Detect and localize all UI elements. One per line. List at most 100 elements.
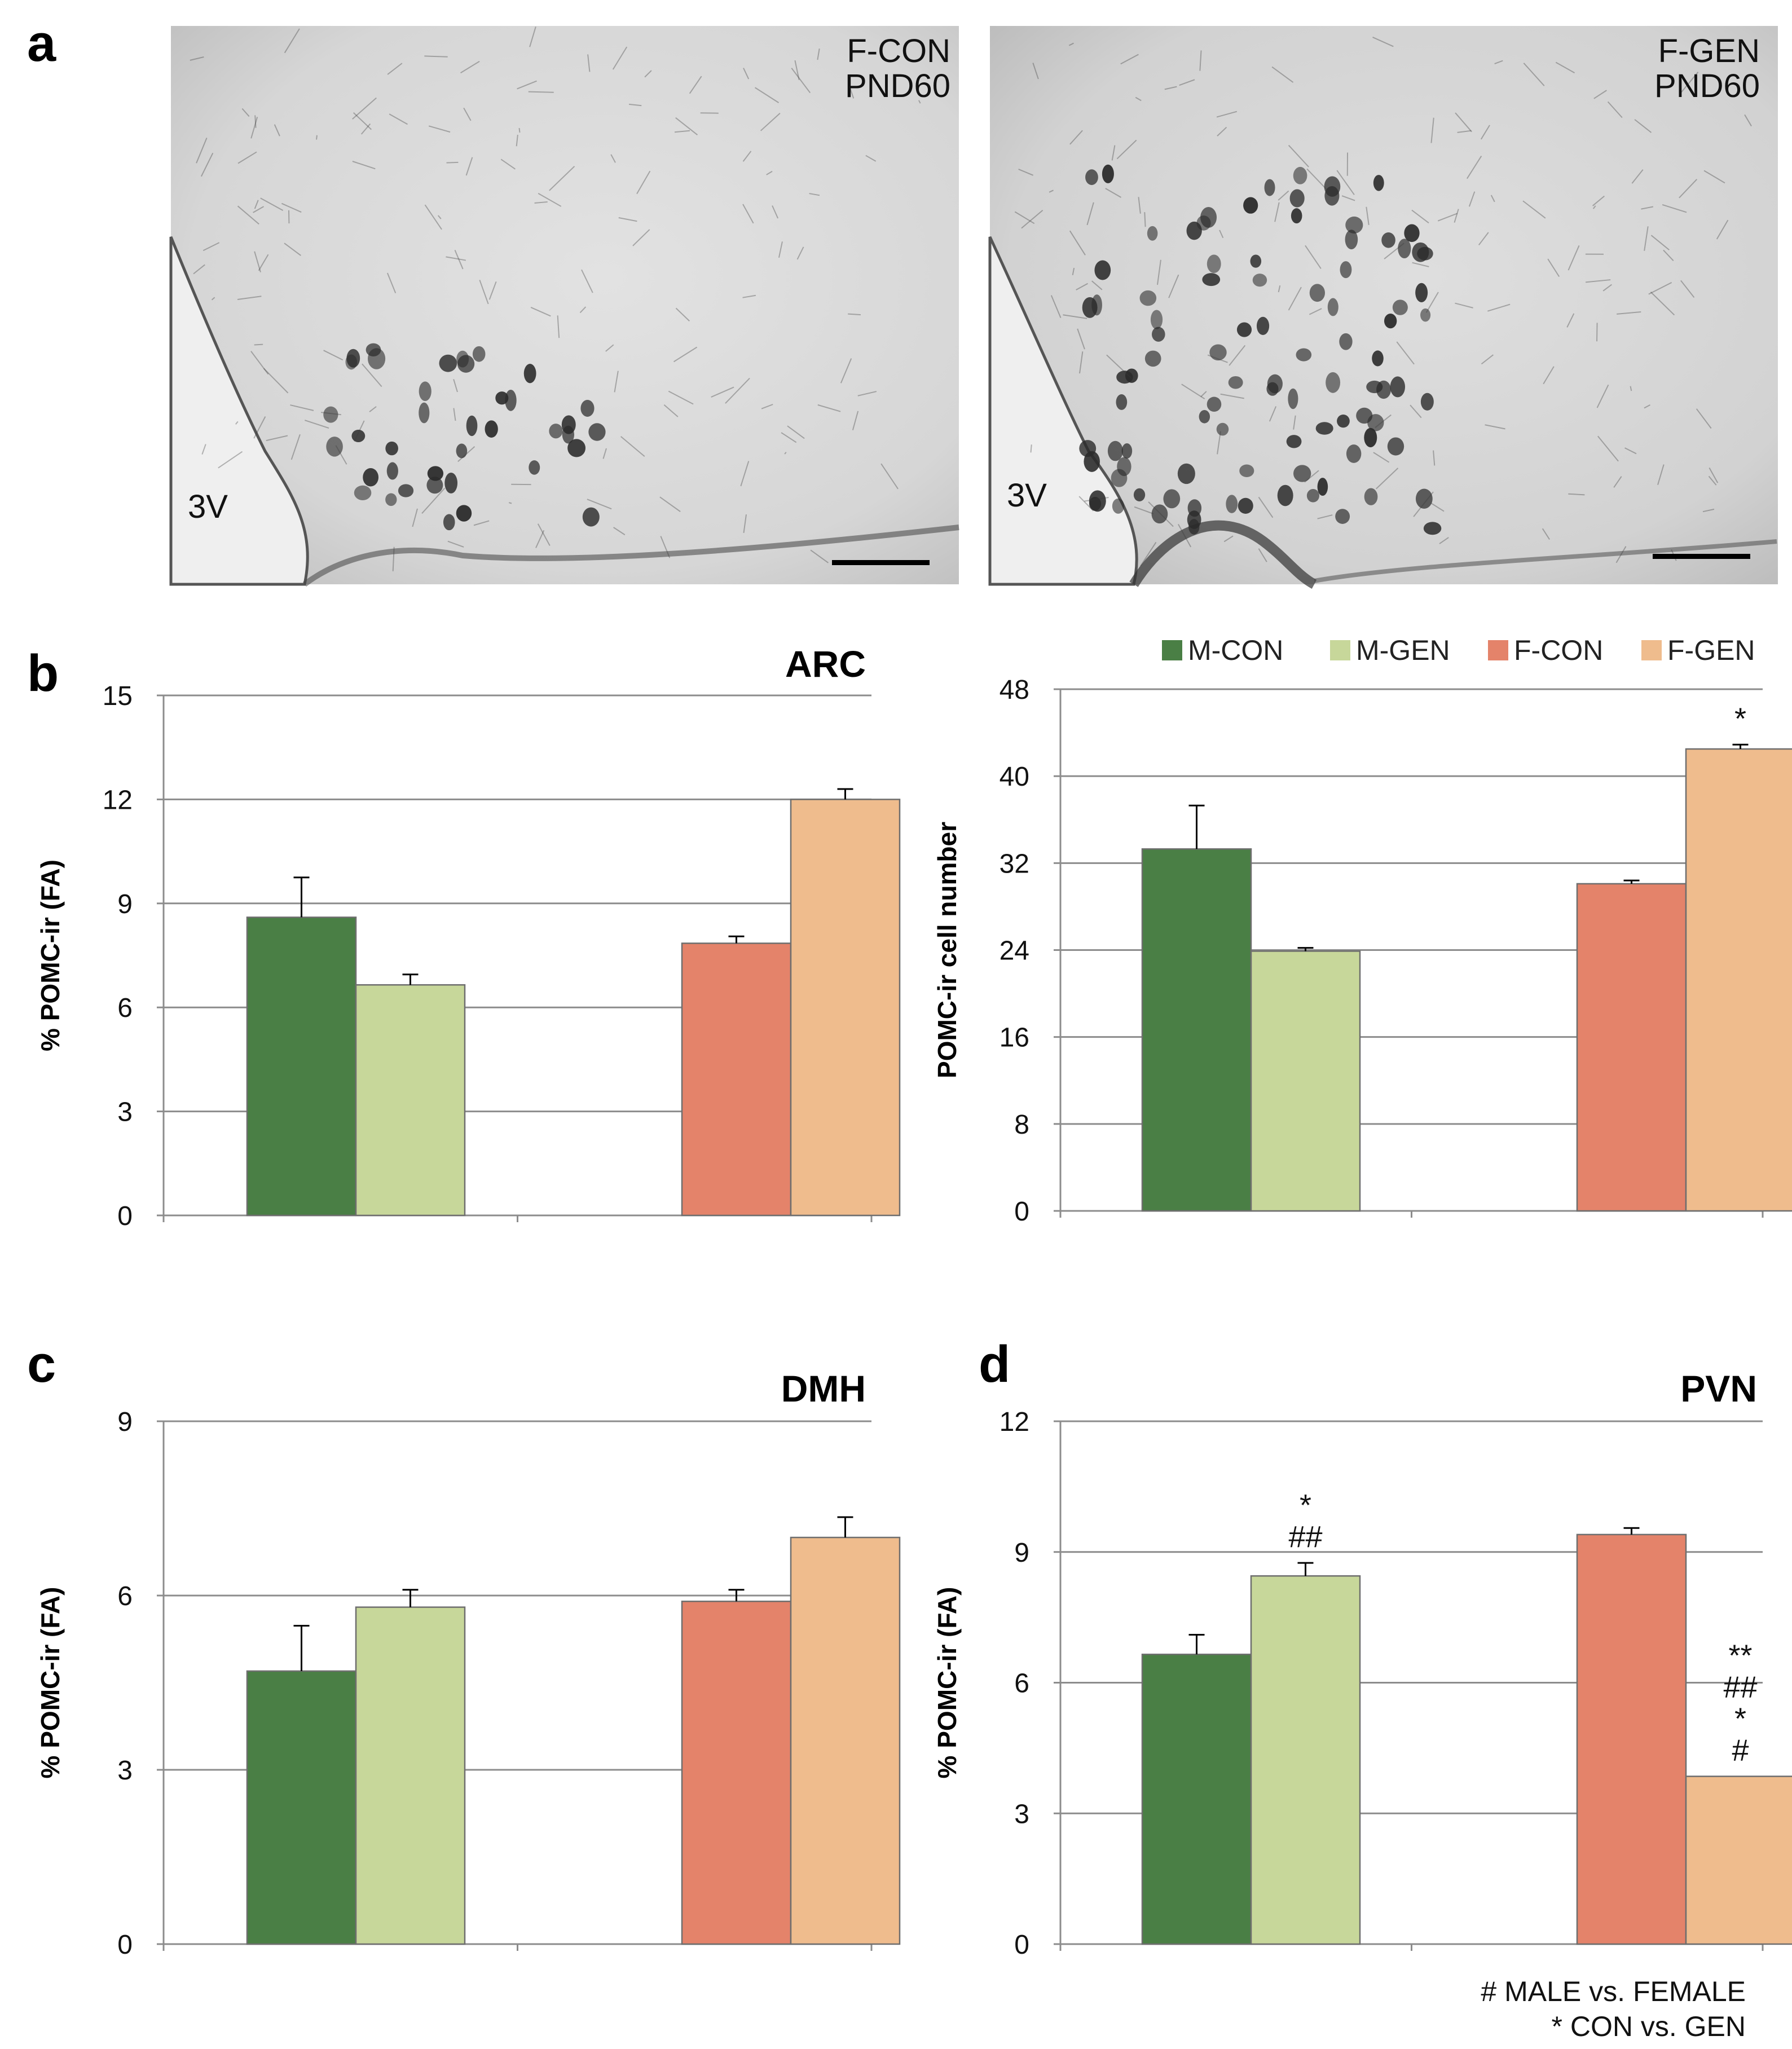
significance-mark: ** [1728, 1639, 1752, 1673]
bar-f-con [681, 942, 792, 1217]
neuron-cell [456, 505, 472, 522]
fiber [1481, 354, 1494, 365]
fiber [610, 154, 616, 163]
fiber [196, 138, 208, 164]
micrograph-right-label-1: F-GEN [1658, 33, 1760, 69]
neuron-cell [1373, 175, 1384, 191]
y-tick-label-4: 32 [1000, 849, 1029, 879]
fiber [321, 412, 341, 416]
fiber [668, 390, 694, 405]
fiber [254, 251, 261, 272]
fiber [1454, 209, 1459, 223]
fiber [1217, 126, 1227, 136]
neuron-cell [1187, 499, 1202, 517]
fiber [1164, 86, 1177, 90]
fiber [1411, 209, 1429, 224]
y-tick-label-5: 15 [103, 681, 133, 711]
neuron-cell [1236, 322, 1252, 337]
neuron-cell [485, 420, 498, 438]
neuron-cell [443, 514, 455, 531]
fiber [1014, 211, 1035, 224]
neuron-cell [1133, 488, 1146, 501]
fiber [412, 508, 418, 527]
fiber [673, 346, 698, 363]
fiber [1076, 283, 1088, 290]
scale-bar-left [832, 560, 930, 565]
fiber [1309, 308, 1322, 315]
neuron-cell [1286, 435, 1302, 448]
fiber [1258, 496, 1274, 518]
y-tick-label-1: 8 [1014, 1110, 1029, 1140]
fiber [817, 404, 841, 412]
bar-f-con [681, 1601, 792, 1945]
neuron-cell [1420, 308, 1431, 322]
fiber [1372, 37, 1394, 47]
fiber [360, 123, 371, 135]
y-tick-label-5: 40 [1000, 762, 1029, 792]
fiber [675, 117, 698, 135]
fiber [620, 436, 645, 457]
fiber [218, 451, 243, 469]
legend-swatch-f-gen [1641, 640, 1662, 660]
fiber [852, 411, 859, 430]
y-tick-label-2: 6 [117, 993, 133, 1023]
chart-arc-cell-number: 0 8 16 24 32 40 48 * POMC-ir cell number [932, 675, 1792, 1227]
fiber [253, 206, 265, 213]
fiber [1049, 190, 1054, 193]
bar-f-con [1576, 1534, 1687, 1945]
fiber [1478, 232, 1489, 246]
fiber [629, 103, 642, 107]
neuron-cell [1306, 489, 1320, 503]
neuron-cell [523, 364, 536, 384]
fiber [1271, 66, 1294, 83]
micrograph-left-label-2: PND60 [845, 68, 950, 104]
fiber [1069, 230, 1086, 255]
fiber [1223, 535, 1234, 543]
chart-title: PVN [1680, 1368, 1757, 1409]
fiber [446, 161, 459, 164]
neuron-cell [1209, 344, 1227, 361]
fiber [1490, 195, 1495, 202]
fiber [421, 487, 446, 514]
bar-f-gen [790, 799, 901, 1217]
panel-letter-b: b [27, 645, 59, 702]
neuron-cell [366, 343, 381, 356]
fiber [880, 463, 899, 490]
fiber [587, 499, 612, 510]
fiber [1641, 206, 1654, 210]
fiber [517, 80, 537, 90]
fiber [1648, 282, 1672, 295]
fiber [740, 461, 750, 487]
fiber [1644, 226, 1649, 251]
fiber [1079, 351, 1084, 374]
fiber [1306, 168, 1327, 190]
fiber [743, 68, 750, 80]
fiber [1396, 341, 1415, 365]
fiber [1274, 202, 1280, 222]
fiber [353, 112, 372, 130]
bar-m-gen [1250, 950, 1361, 1212]
neuron-cell [1381, 232, 1395, 248]
significance-mark: * [1734, 1702, 1746, 1736]
fiber [613, 527, 626, 536]
fiber [250, 117, 258, 139]
y-tick-label-4: 12 [103, 785, 133, 815]
fiber [1413, 491, 1434, 517]
fiber [659, 496, 681, 512]
fiber [529, 26, 536, 47]
fiber [1613, 476, 1622, 488]
fiber [235, 421, 239, 425]
fiber [1069, 130, 1083, 145]
fiber [1258, 548, 1267, 562]
fiber [1336, 170, 1355, 195]
neuron-cell [1326, 372, 1341, 393]
neuron-cell [1186, 221, 1202, 240]
fiber [1607, 101, 1623, 118]
neuron-cell [1226, 495, 1238, 513]
fiber [1523, 63, 1545, 86]
fiber [1120, 54, 1139, 65]
fiber [1229, 345, 1246, 366]
fiber [1680, 280, 1695, 298]
fiber [1650, 291, 1675, 316]
